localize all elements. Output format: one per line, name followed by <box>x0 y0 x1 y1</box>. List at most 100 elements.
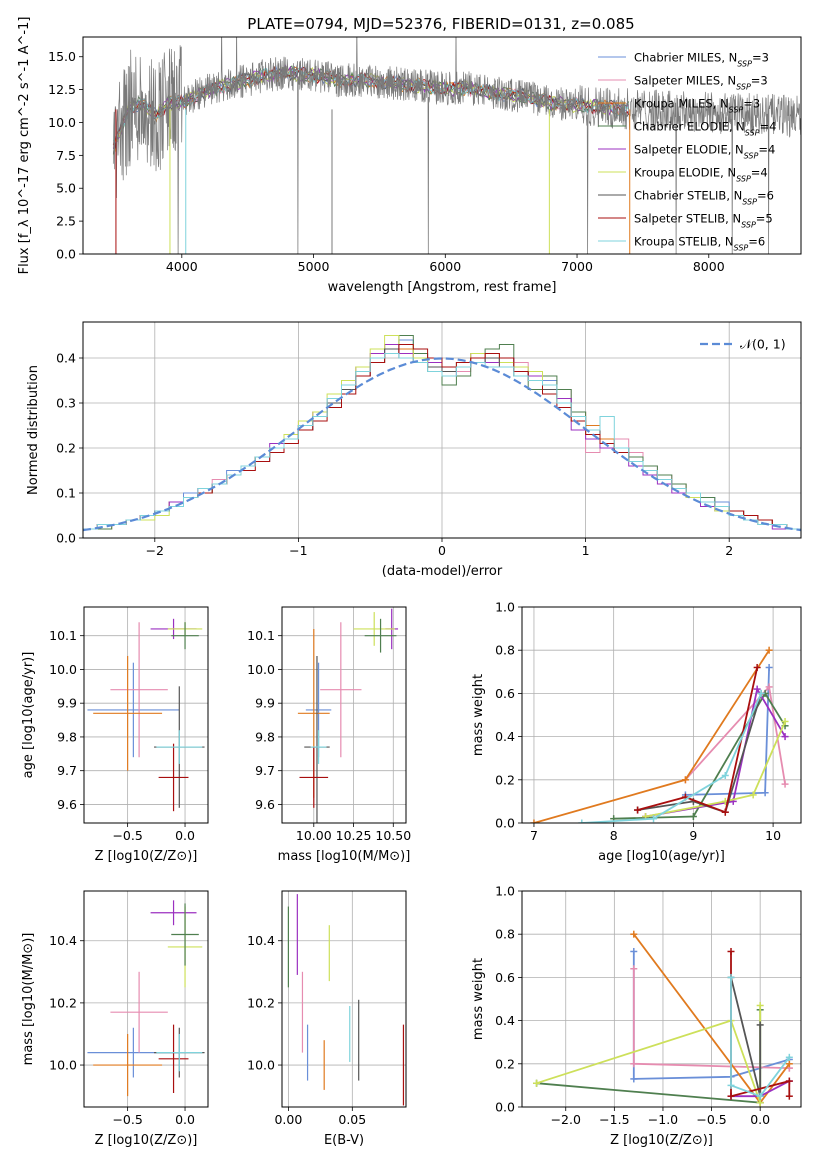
x-tick-label: −1.0 <box>648 1112 678 1127</box>
weight-line-kroupa_elodie <box>645 721 786 818</box>
x-tick-label: −1 <box>289 543 307 558</box>
y-tick-label: 9.8 <box>255 729 275 744</box>
y-tick-label: 9.7 <box>57 763 77 778</box>
x-tick-label: 9 <box>689 828 697 843</box>
y-tick-label: 10.1 <box>49 628 77 643</box>
y-axis-label: mass [log10(M/M⊙)] <box>21 933 36 1066</box>
axes-frame <box>521 606 802 824</box>
y-tick-label: 0.4 <box>495 729 515 744</box>
axes-frame <box>82 36 802 255</box>
y-tick-label: 0.2 <box>495 772 515 787</box>
legend-label: Salpeter ELODIE, NSSP=4 <box>634 143 775 161</box>
y-tick-label: 0.0 <box>56 531 76 546</box>
weight_vs_Z-lines <box>533 930 793 1107</box>
y-tick-label: 10.0 <box>247 662 275 677</box>
y-axis-label: mass weight <box>471 958 486 1040</box>
residual-legend: 𝒩(0, 1) <box>700 337 786 352</box>
x-axis-label: (data-model)/error <box>382 564 503 579</box>
x-tick-label: −2 <box>146 543 164 558</box>
y-tick-label: 0.6 <box>495 970 515 985</box>
y-tick-label: 0.3 <box>56 396 76 411</box>
mass_vs_Z-axes: −0.5 0.0 10.0 10.2 10.4 Z [log10(Z/Z⊙)] mass [… <box>21 891 208 1148</box>
x-axis-label: age [log10(age/yr)] <box>598 849 725 864</box>
x-tick-label: 10.00 <box>296 828 332 843</box>
x-axis-label: E(B-V) <box>324 1133 364 1148</box>
x-axis-label: wavelength [Angstrom, rest frame] <box>328 280 557 295</box>
y-tick-label: 0.0 <box>56 247 76 262</box>
y-axis-label: Flux [f_λ 10^-17 erg cm^-2 s^-1 A^-1] <box>17 17 32 275</box>
y-tick-label: 10.0 <box>247 1058 275 1073</box>
weight_vs_Z-axes: −2.0 −1.5 −1.0 −0.5 0.0 0.0 0.2 0.4 0.6 0.8 1.0 Z [… <box>471 884 801 1148</box>
y-tick-label: 9.9 <box>255 696 275 711</box>
y-tick-label: 12.5 <box>48 82 76 97</box>
y-axis-label: Normed distribution <box>26 365 41 495</box>
x-tick-label: 0.0 <box>750 1112 770 1127</box>
y-tick-label: 10.4 <box>49 933 77 948</box>
y-tick-label: 9.9 <box>57 696 77 711</box>
x-tick-label: −2.0 <box>551 1112 581 1127</box>
y-tick-label: 0.0 <box>495 1100 515 1115</box>
weight-line-kroupa_stelib <box>730 977 791 1098</box>
axes-frame <box>521 890 802 1108</box>
legend-label: Chabrier MILES, NSSP=3 <box>634 51 769 69</box>
age_vs_mass-axes: 10.00 10.25 10.50 9.6 9.7 9.8 9.9 10.0 10.1 mass … <box>247 607 411 864</box>
y-tick-label: 10.4 <box>247 933 275 948</box>
y-tick-label: 0.2 <box>495 1056 515 1071</box>
weight-line-chabrier_elodie <box>613 691 786 820</box>
x-tick-label: 0.0 <box>175 1112 195 1127</box>
axes-frame <box>83 606 209 824</box>
weight-line-chabrier_elodie <box>536 1009 762 1104</box>
y-tick-label: 0.4 <box>56 351 76 366</box>
weight_vs_age-lines <box>530 646 789 823</box>
x-tick-label: 1 <box>582 543 590 558</box>
spectrum-lines <box>112 37 801 254</box>
x-tick-label: 0.05 <box>338 1112 366 1127</box>
legend-label: Chabrier ELODIE, NSSP=4 <box>634 120 776 138</box>
y-tick-label: 10.0 <box>49 662 77 677</box>
x-tick-label: −1.5 <box>599 1112 629 1127</box>
data-spectrum <box>112 37 801 254</box>
y-tick-label: 10.0 <box>49 1058 77 1073</box>
x-axis-label: Z [log10(Z/Z⊙)] <box>95 1133 198 1148</box>
x-axis-label: Z [log10(Z/Z⊙)] <box>95 849 198 864</box>
legend-label: Chabrier STELIB, NSSP=6 <box>634 189 774 207</box>
y-tick-label: 9.6 <box>57 797 77 812</box>
y-tick-label: 0.6 <box>495 686 515 701</box>
x-tick-label: 10.25 <box>336 828 372 843</box>
y-tick-label: 1.0 <box>495 884 515 899</box>
y-tick-label: 5.0 <box>56 181 76 196</box>
x-tick-label: 6000 <box>429 259 461 274</box>
x-tick-label: 0 <box>438 543 446 558</box>
histogram-kroupa_stelib <box>83 353 801 538</box>
x-tick-label: 8 <box>610 828 618 843</box>
x-tick-label: 0.00 <box>274 1112 302 1127</box>
y-tick-label: 2.5 <box>56 214 76 229</box>
y-axis-label: age [log10(age/yr)] <box>21 652 36 779</box>
y-tick-label: 0.8 <box>495 927 515 942</box>
spectrum-legend: Chabrier MILES, NSSP=3 Salpeter MILES, NS… <box>598 51 776 253</box>
mass_vs_ebv-axes: 0.00 0.05 10.0 10.2 10.4 E(B-V) <box>247 891 406 1148</box>
y-tick-label: 1.0 <box>495 600 515 615</box>
x-tick-label: −0.5 <box>696 1112 726 1127</box>
axes-frame <box>82 321 802 539</box>
y-tick-label: 9.7 <box>255 763 275 778</box>
weight-line-kroupa_stelib <box>581 693 762 823</box>
legend-label: Kroupa STELIB, NSSP=6 <box>634 235 765 253</box>
y-tick-label: 9.8 <box>57 729 77 744</box>
age_vs_Z-errorbars <box>87 618 205 812</box>
legend-label: 𝒩(0, 1) <box>740 337 786 352</box>
y-tick-label: 10.2 <box>247 995 275 1010</box>
axes-frame <box>83 890 209 1108</box>
plot-area: 4000 5000 6000 7000 80000.02.55.07.510.012.5… <box>17 17 802 1148</box>
x-axis-label: Z [log10(Z/Z⊙)] <box>610 1133 713 1148</box>
y-axis-label: mass weight <box>471 674 486 756</box>
weight_vs_age-axes: 7 8 9 10 0.0 0.2 0.4 0.6 0.8 1.0 age [log10(age/yr… <box>471 600 801 864</box>
axes-frame <box>281 606 407 824</box>
x-tick-label: 7 <box>530 828 538 843</box>
age_vs_mass-errorbars <box>297 608 399 823</box>
x-tick-label: 2 <box>725 543 733 558</box>
x-tick-label: 5000 <box>298 259 330 274</box>
y-tick-label: 0.2 <box>56 441 76 456</box>
weight-line-salpeter_stelib <box>637 667 759 814</box>
model-line-chabrier_stelib <box>112 67 630 155</box>
